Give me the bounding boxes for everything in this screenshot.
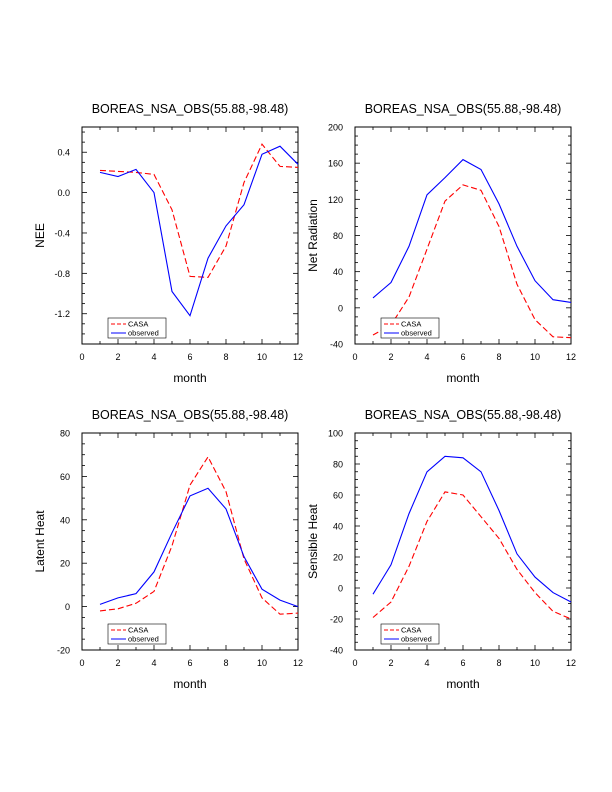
x-axis-label: month — [173, 677, 206, 691]
y-tick-label: 60 — [60, 472, 70, 482]
chart-panel-2: 0 2 4 6 8 10 12 -40 0 40 80 120 160 200 BOREAS_NSA_OBS… — [306, 102, 576, 385]
x-tick-label: 8 — [496, 352, 501, 362]
y-tick-label: 20 — [333, 553, 343, 563]
y-tick-label: -0.8 — [54, 269, 70, 279]
y-tick-label: 80 — [60, 429, 70, 439]
chart-title: BOREAS_NSA_OBS(55.88,-98.48) — [365, 102, 562, 116]
x-tick-label: 8 — [223, 658, 228, 668]
y-axis-label: Latent Heat — [33, 510, 47, 573]
y-axis-label: Net Radiation — [306, 199, 320, 272]
plot-frame — [81, 126, 299, 345]
x-tick-label: 8 — [223, 352, 228, 362]
x-tick-label: 6 — [187, 658, 192, 668]
y-tick-label: 0.4 — [57, 148, 70, 158]
legend-label-observed: observed — [128, 635, 159, 644]
y-tick-label: 0 — [338, 584, 343, 594]
y-tick-label: 200 — [328, 123, 343, 133]
x-tick-label: 4 — [424, 352, 429, 362]
x-tick-label: 0 — [352, 352, 357, 362]
series-line-observed — [372, 158, 572, 303]
chart-panel-3: 0 2 4 6 8 10 12 -20 0 20 40 60 80 BOREAS_NSA_OBS(55.8… — [33, 408, 303, 691]
series-line-casa — [372, 491, 572, 620]
x-tick-label: 2 — [115, 658, 120, 668]
y-tick-label: -40 — [330, 340, 343, 350]
x-tick-label: 0 — [79, 658, 84, 668]
y-tick-label: 40 — [333, 267, 343, 277]
x-tick-label: 8 — [496, 658, 501, 668]
x-tick-label: 2 — [388, 658, 393, 668]
x-tick-label: 6 — [460, 352, 465, 362]
y-tick-label: 0 — [338, 303, 343, 313]
legend-label-casa: CASA — [128, 320, 148, 329]
series-line-observed — [99, 145, 299, 317]
x-tick-label: 6 — [460, 658, 465, 668]
series-line-casa — [99, 143, 299, 278]
plot-frame — [354, 432, 572, 651]
y-tick-label: -0.4 — [54, 228, 70, 238]
x-tick-label: 4 — [424, 658, 429, 668]
x-tick-label: 10 — [530, 658, 540, 668]
y-tick-label: 160 — [328, 159, 343, 169]
x-tick-label: 12 — [293, 352, 303, 362]
y-tick-label: -20 — [57, 646, 70, 656]
x-axis-label: month — [446, 371, 479, 385]
x-tick-label: 10 — [257, 352, 267, 362]
y-tick-label: 40 — [60, 515, 70, 525]
legend-label-casa: CASA — [128, 626, 148, 635]
x-tick-label: 10 — [257, 658, 267, 668]
y-tick-label: 100 — [328, 429, 343, 439]
y-tick-label: 40 — [333, 522, 343, 532]
y-tick-label: 0 — [65, 602, 70, 612]
legend-label-observed: observed — [128, 329, 159, 338]
legend-label-casa: CASA — [401, 626, 421, 635]
y-tick-label: 80 — [333, 231, 343, 241]
chart-panel-4: 0 2 4 6 8 10 12 -40 -20 0 20 40 60 80 100 BOREAS_NSA_OB… — [306, 408, 576, 691]
y-axis-label: Sensible Heat — [306, 503, 320, 578]
y-tick-label: 20 — [60, 559, 70, 569]
x-axis-label: month — [173, 371, 206, 385]
chart-title: BOREAS_NSA_OBS(55.88,-98.48) — [365, 408, 562, 422]
x-tick-label: 0 — [79, 352, 84, 362]
legend-label-observed: observed — [401, 329, 432, 338]
x-tick-label: 12 — [293, 658, 303, 668]
x-axis-label: month — [446, 677, 479, 691]
y-tick-label: 80 — [333, 460, 343, 470]
y-tick-label: -1.2 — [54, 309, 70, 319]
series-line-observed — [99, 487, 299, 608]
x-tick-label: 12 — [566, 352, 576, 362]
plot-frame — [81, 432, 299, 651]
y-tick-label: 120 — [328, 195, 343, 205]
y-tick-label: -40 — [330, 646, 343, 656]
x-tick-label: 4 — [151, 658, 156, 668]
series-line-casa — [372, 184, 572, 339]
x-tick-label: 10 — [530, 352, 540, 362]
series-line-observed — [372, 455, 572, 603]
series-line-casa — [99, 455, 299, 615]
y-axis-label: NEE — [33, 223, 47, 248]
x-tick-label: 4 — [151, 352, 156, 362]
x-tick-label: 12 — [566, 658, 576, 668]
x-tick-label: 2 — [115, 352, 120, 362]
x-tick-label: 6 — [187, 352, 192, 362]
y-tick-label: 0.0 — [57, 188, 70, 198]
y-tick-label: -20 — [330, 615, 343, 625]
y-tick-label: 60 — [333, 491, 343, 501]
x-tick-label: 0 — [352, 658, 357, 668]
x-tick-label: 2 — [388, 352, 393, 362]
chart-title: BOREAS_NSA_OBS(55.88,-98.48) — [92, 408, 289, 422]
chart-title: BOREAS_NSA_OBS(55.88,-98.48) — [92, 102, 289, 116]
legend-label-observed: observed — [401, 635, 432, 644]
chart-panel-1: 0 2 4 6 8 10 12 -1.2 -0.8 -0.4 0.0 0.4 BOREAS_NSA_OB… — [33, 102, 303, 385]
legend-label-casa: CASA — [401, 320, 421, 329]
